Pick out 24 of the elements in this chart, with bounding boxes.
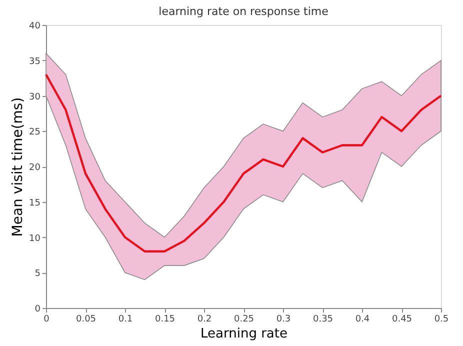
- x-tick-label: 0.5: [434, 314, 449, 324]
- y-tick-label: 40: [29, 22, 41, 32]
- x-tick-label: 0.3: [276, 314, 291, 324]
- x-tick-label: 0.15: [154, 314, 176, 324]
- y-tick-label: 10: [29, 234, 41, 244]
- y-axis-title: Mean visit time(ms): [10, 97, 26, 237]
- line-series: [44, 73, 442, 252]
- y-tick-label: 5: [34, 269, 40, 280]
- x-axis-title: Learning rate: [200, 326, 288, 342]
- x-tick-label: 0.2: [197, 314, 212, 324]
- x-tick-label: 0.35: [312, 314, 334, 324]
- chart-title: learning rate on response time: [158, 5, 329, 18]
- x-tick-label: 0.05: [76, 314, 96, 324]
- x-tick-label: 0.4: [355, 314, 370, 324]
- x-tick-label: 0.45: [392, 314, 412, 324]
- y-tick-label: 25: [29, 128, 40, 138]
- x-tick-label: 0: [44, 314, 50, 324]
- x-tick-label: 0.25: [234, 314, 254, 324]
- y-tick-label: 15: [29, 198, 40, 208]
- y-tick-label: 0: [34, 304, 41, 314]
- y-tick-label: 20: [29, 163, 41, 173]
- y-tick-label: 30: [29, 92, 41, 102]
- y-tick-label: 35: [29, 56, 40, 67]
- x-tick-label: 0.1: [118, 314, 133, 324]
